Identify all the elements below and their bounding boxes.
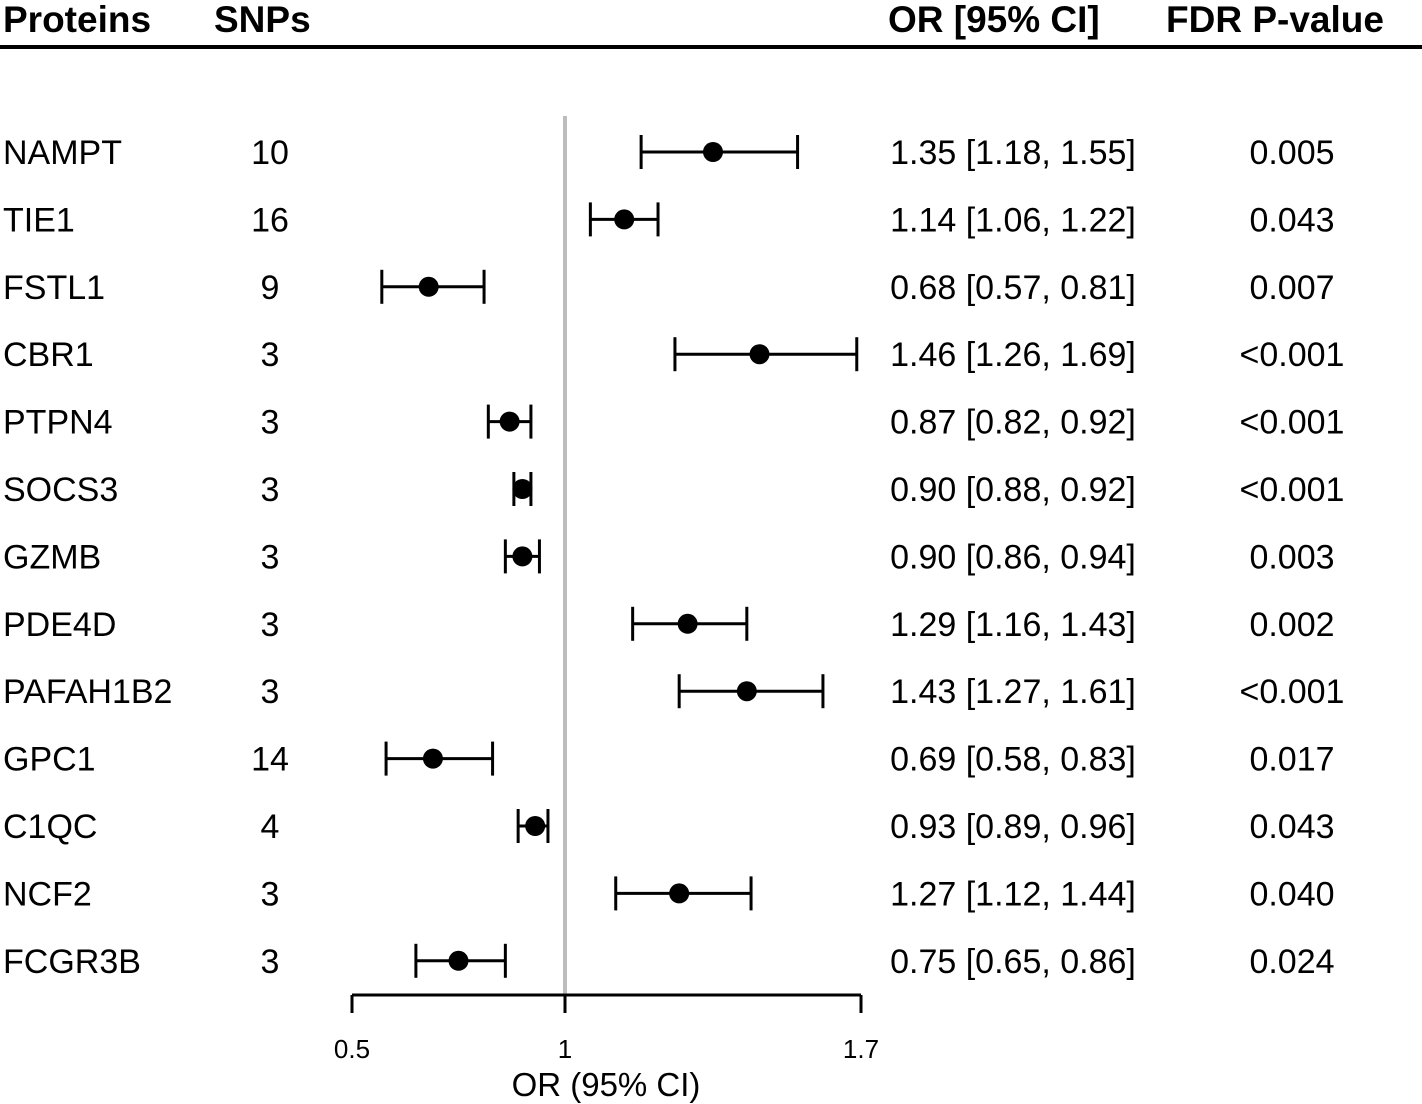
protein-label: NAMPT <box>3 134 122 172</box>
fdr-pvalue: 0.040 <box>1249 875 1334 913</box>
point-estimate <box>418 276 439 297</box>
or-ci-value: 0.69 [0.58, 0.83] <box>890 741 1136 779</box>
protein-label: GPC1 <box>3 741 96 779</box>
snps-count: 3 <box>261 404 280 442</box>
snps-count: 10 <box>251 134 289 172</box>
protein-label: TIE1 <box>3 201 75 239</box>
column-header-fdr-pvalue: FDR P-value <box>1166 0 1384 40</box>
fdr-pvalue: 0.003 <box>1249 538 1334 576</box>
x-tick-label: 1.7 <box>843 1034 879 1064</box>
fdr-pvalue: 0.007 <box>1249 269 1334 307</box>
protein-label: FSTL1 <box>3 269 105 307</box>
point-estimate <box>703 142 723 162</box>
point-estimate <box>669 883 690 904</box>
or-ci-value: 1.35 [1.18, 1.55] <box>890 134 1136 172</box>
point-estimate <box>614 209 635 230</box>
column-header-snps: SNPs <box>214 0 311 40</box>
or-ci-value: 0.87 [0.82, 0.92] <box>890 404 1136 442</box>
point-estimate <box>677 613 698 634</box>
snps-count: 14 <box>251 741 289 779</box>
fdr-pvalue: <0.001 <box>1240 471 1345 509</box>
point-estimate <box>736 681 757 702</box>
column-header-proteins: Proteins <box>3 0 152 40</box>
protein-label: CBR1 <box>3 336 94 374</box>
protein-label: C1QC <box>3 808 97 846</box>
protein-label: GZMB <box>3 538 101 576</box>
protein-label: FCGR3B <box>3 943 141 981</box>
fdr-pvalue: <0.001 <box>1240 404 1345 442</box>
x-tick-label: 1 <box>558 1034 572 1064</box>
header-rule <box>0 45 1422 49</box>
or-ci-value: 1.27 [1.12, 1.44] <box>890 875 1136 913</box>
fdr-pvalue: 0.017 <box>1249 741 1334 779</box>
protein-label: PTPN4 <box>3 404 113 442</box>
or-ci-value: 0.75 [0.65, 0.86] <box>890 943 1136 981</box>
snps-count: 16 <box>251 201 289 239</box>
or-ci-value: 0.68 [0.57, 0.81] <box>890 269 1136 307</box>
column-header-or-ci: OR [95% CI] <box>888 0 1100 40</box>
fdr-pvalue: 0.024 <box>1249 943 1334 981</box>
point-estimate <box>448 950 469 971</box>
fdr-pvalue: 0.005 <box>1249 134 1334 172</box>
fdr-pvalue: 0.043 <box>1249 201 1334 239</box>
snps-count: 3 <box>261 336 280 374</box>
snps-count: 3 <box>261 875 280 913</box>
or-ci-value: 0.90 [0.86, 0.94] <box>890 538 1136 576</box>
point-estimate <box>525 816 546 836</box>
protein-label: PDE4D <box>3 606 116 644</box>
or-ci-value: 1.43 [1.27, 1.61] <box>890 673 1136 711</box>
point-estimate <box>512 479 533 499</box>
x-axis-label: OR (95% CI) <box>512 1066 701 1103</box>
snps-count: 3 <box>261 606 280 644</box>
or-ci-value: 0.93 [0.89, 0.96] <box>890 808 1136 846</box>
or-ci-value: 1.46 [1.26, 1.69] <box>890 336 1136 374</box>
point-estimate <box>422 748 443 769</box>
snps-count: 3 <box>261 538 280 576</box>
fdr-pvalue: <0.001 <box>1240 336 1345 374</box>
fdr-pvalue: 0.043 <box>1249 808 1334 846</box>
snps-count: 9 <box>261 269 280 307</box>
or-ci-value: 1.14 [1.06, 1.22] <box>890 201 1136 239</box>
protein-label: PAFAH1B2 <box>3 673 172 711</box>
point-estimate <box>499 411 520 432</box>
protein-label: SOCS3 <box>3 471 118 509</box>
fdr-pvalue: 0.002 <box>1249 606 1334 644</box>
x-tick-label: 0.5 <box>334 1034 370 1064</box>
point-estimate <box>512 546 533 567</box>
snps-count: 3 <box>261 471 280 509</box>
snps-count: 3 <box>261 943 280 981</box>
snps-count: 3 <box>261 673 280 711</box>
or-ci-value: 1.29 [1.16, 1.43] <box>890 606 1136 644</box>
protein-label: NCF2 <box>3 875 92 913</box>
fdr-pvalue: <0.001 <box>1240 673 1345 711</box>
snps-count: 4 <box>261 808 280 846</box>
point-estimate <box>749 344 770 365</box>
or-ci-value: 0.90 [0.88, 0.92] <box>890 471 1136 509</box>
